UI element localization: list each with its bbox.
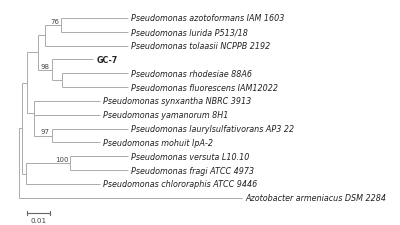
Text: Pseudomonas mohuit IpA-2: Pseudomonas mohuit IpA-2 [103, 138, 213, 147]
Text: Pseudomonas lurida P513/18: Pseudomonas lurida P513/18 [130, 28, 248, 37]
Text: GC-7: GC-7 [96, 56, 118, 65]
Text: Pseudomonas azotoformans IAM 1603: Pseudomonas azotoformans IAM 1603 [130, 14, 284, 23]
Text: Pseudomonas laurylsulfativorans AP3 22: Pseudomonas laurylsulfativorans AP3 22 [130, 125, 294, 133]
Text: Pseudomonas fluorescens IAM12022: Pseudomonas fluorescens IAM12022 [130, 83, 278, 92]
Text: 98: 98 [41, 63, 50, 69]
Text: 76: 76 [50, 19, 60, 25]
Text: 97: 97 [41, 129, 50, 135]
Text: Pseudomonas tolaasii NCPPB 2192: Pseudomonas tolaasii NCPPB 2192 [130, 42, 270, 51]
Text: Pseudomonas chlororaphis ATCC 9446: Pseudomonas chlororaphis ATCC 9446 [103, 180, 257, 189]
Text: Pseudomonas synxantha NBRC 3913: Pseudomonas synxantha NBRC 3913 [103, 97, 251, 106]
Text: 0.01: 0.01 [30, 217, 46, 223]
Text: Azotobacter armeniacus DSM 2284: Azotobacter armeniacus DSM 2284 [245, 194, 386, 202]
Text: Pseudomonas fragi ATCC 4973: Pseudomonas fragi ATCC 4973 [130, 166, 254, 175]
Text: Pseudomonas rhodesiae 88A6: Pseudomonas rhodesiae 88A6 [130, 70, 252, 78]
Text: 100: 100 [55, 156, 69, 162]
Text: Pseudomonas yamanorum 8H1: Pseudomonas yamanorum 8H1 [103, 111, 228, 120]
Text: Pseudomonas versuta L10.10: Pseudomonas versuta L10.10 [130, 152, 249, 161]
